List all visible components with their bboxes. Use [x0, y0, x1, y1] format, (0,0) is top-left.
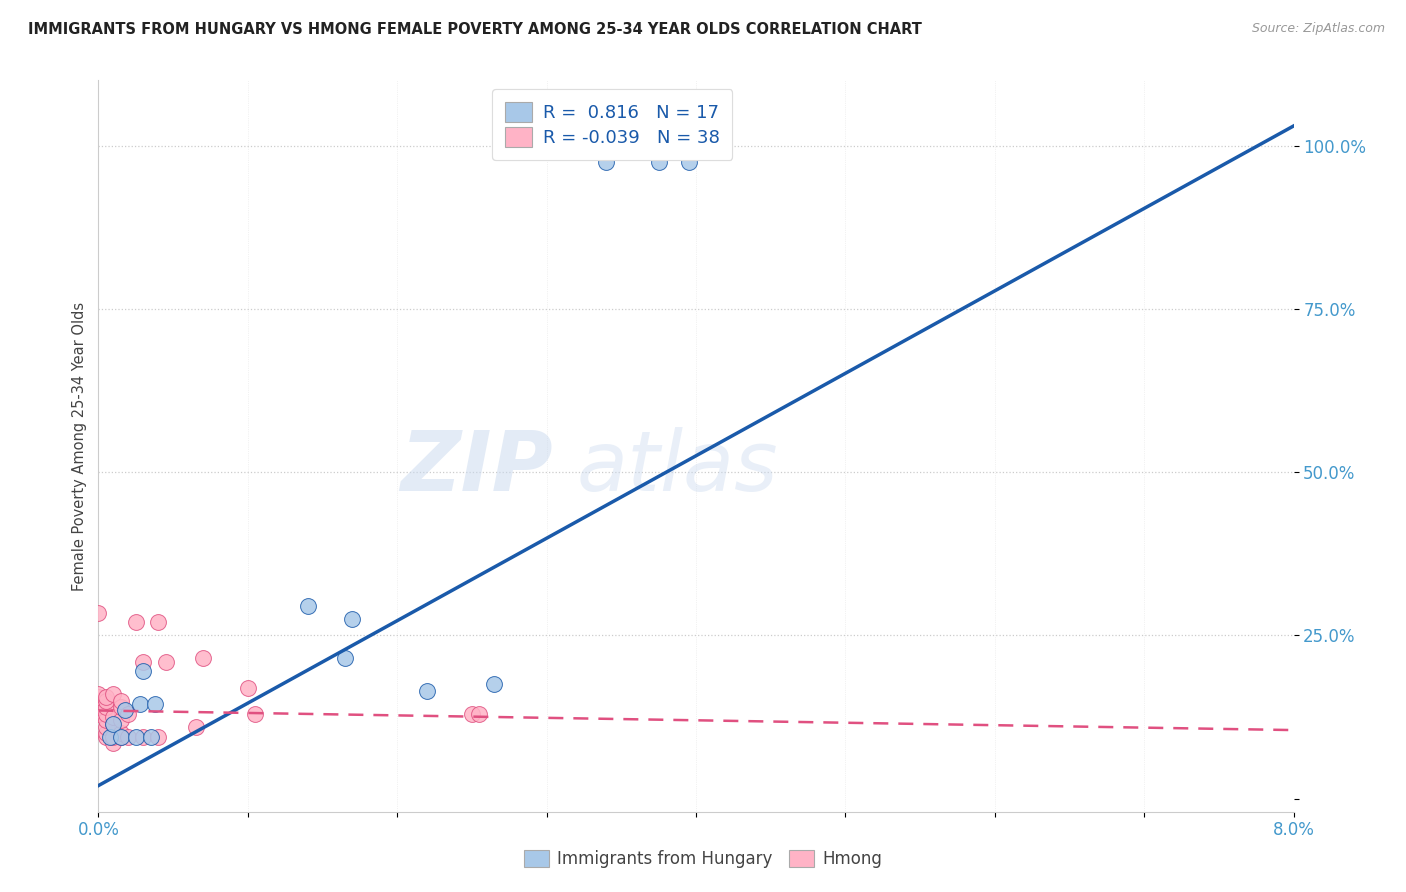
Point: [94, 690, 117, 705]
Point: [461, 706, 484, 721]
Point: [132, 665, 155, 679]
Point: [484, 677, 506, 691]
Point: [110, 714, 132, 728]
Point: [94, 706, 117, 721]
Text: ZIP: ZIP: [399, 427, 553, 508]
Point: [87, 606, 110, 620]
Point: [98, 730, 122, 744]
Point: [125, 615, 148, 630]
Point: [595, 155, 617, 169]
Point: [184, 720, 207, 734]
Point: [110, 694, 132, 708]
Point: [132, 655, 155, 669]
Point: [333, 651, 356, 665]
Point: [87, 700, 110, 714]
Point: [94, 714, 117, 728]
Point: [143, 697, 166, 711]
Point: [103, 736, 125, 750]
Point: [103, 710, 125, 724]
Point: [94, 720, 117, 734]
Point: [297, 599, 319, 613]
Point: [468, 706, 491, 721]
Point: [87, 687, 110, 701]
Point: [236, 681, 259, 695]
Point: [129, 697, 152, 711]
Point: [87, 694, 110, 708]
Legend: Immigrants from Hungary, Hmong: Immigrants from Hungary, Hmong: [516, 842, 890, 877]
Point: [87, 690, 110, 705]
Text: Source: ZipAtlas.com: Source: ZipAtlas.com: [1251, 22, 1385, 36]
Point: [114, 704, 136, 718]
Point: [132, 730, 155, 744]
Point: [416, 684, 439, 698]
Point: [94, 694, 117, 708]
Legend: R =  0.816   N = 17, R = -0.039   N = 38: R = 0.816 N = 17, R = -0.039 N = 38: [492, 89, 733, 160]
Y-axis label: Female Poverty Among 25-34 Year Olds: Female Poverty Among 25-34 Year Olds: [72, 301, 87, 591]
Point: [647, 155, 669, 169]
Point: [110, 726, 132, 740]
Point: [103, 716, 125, 731]
Point: [678, 155, 700, 169]
Point: [117, 706, 139, 721]
Point: [103, 730, 125, 744]
Point: [342, 612, 364, 626]
Point: [148, 730, 170, 744]
Point: [110, 730, 132, 744]
Point: [125, 730, 148, 744]
Point: [155, 655, 177, 669]
Point: [139, 730, 162, 744]
Point: [103, 687, 125, 701]
Text: atlas: atlas: [576, 427, 778, 508]
Point: [103, 716, 125, 731]
Point: [191, 651, 214, 665]
Point: [148, 615, 170, 630]
Point: [87, 706, 110, 721]
Text: IMMIGRANTS FROM HUNGARY VS HMONG FEMALE POVERTY AMONG 25-34 YEAR OLDS CORRELATIO: IMMIGRANTS FROM HUNGARY VS HMONG FEMALE …: [28, 22, 922, 37]
Point: [94, 726, 117, 740]
Point: [110, 700, 132, 714]
Point: [245, 706, 267, 721]
Point: [110, 730, 132, 744]
Point: [94, 700, 117, 714]
Point: [117, 730, 139, 744]
Point: [94, 730, 117, 744]
